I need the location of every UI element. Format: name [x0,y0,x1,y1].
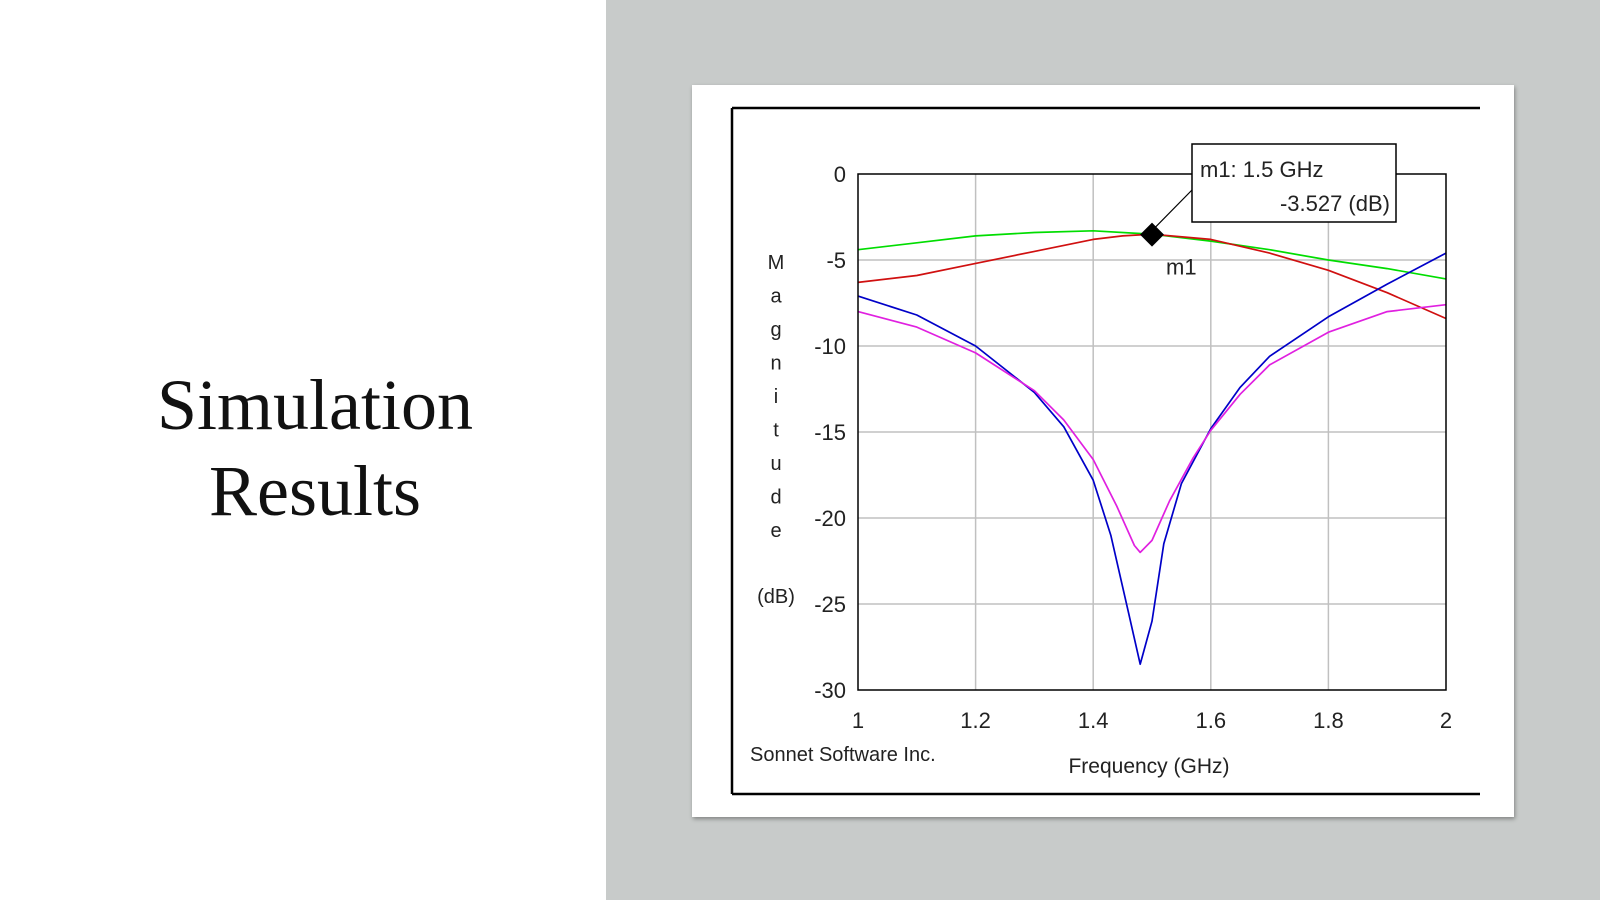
slide-title: Simulation Results [0,362,630,534]
y-tick-label: -20 [814,506,846,531]
series-line-3 [857,252,1447,666]
y-axis-label-letter: i [774,386,778,408]
slide-title-line-2: Results [208,451,422,531]
y-axis-unit-label: (dB) [757,586,795,608]
series-layer [857,229,1447,666]
y-tick-label: -30 [814,678,846,703]
y-tick-label: -5 [826,248,846,273]
watermark-text: Sonnet Software Inc. [750,744,936,766]
y-axis-label-letter: g [770,319,781,341]
marker-readout-line-1: m1: 1.5 GHz [1200,157,1323,182]
y-axis-label-letter: d [770,487,781,509]
series-line-2 [857,233,1447,320]
marker-diamond [1140,222,1164,247]
series-line-4 [857,303,1447,554]
marker-leader-line [1149,189,1193,234]
x-tick-label: 1.4 [1078,708,1109,733]
y-axis-label-letter: e [770,520,781,542]
tick-labels: 1 1.2 1.4 1.6 1.8 2 0 -5 -10 -15 -20 -25 -30 [814,162,1452,733]
y-tick-label: -25 [814,592,846,617]
x-tick-label: 1.6 [1196,708,1227,733]
y-axis-label-letter: t [773,420,779,442]
y-axis-label-letter: u [770,453,781,475]
x-tick-label: 2 [1440,708,1452,733]
x-axis-label: Frequency (GHz) [1068,755,1229,778]
s-parameter-chart: 1 1.2 1.4 1.6 1.8 2 0 -5 -10 -15 -20 -25 -30 Magnitu… [730,106,1480,796]
marker-readout-box [1191,143,1397,223]
y-axis-label-letter: n [770,353,781,375]
marker-name-label: m1 [1166,255,1197,280]
x-tick-label: 1 [852,708,864,733]
y-tick-label: 0 [834,162,846,187]
marker-readout-line-2: -3.527 (dB) [1280,191,1390,216]
grid [858,174,1446,690]
plot-area-border [857,173,1447,691]
y-tick-label: -15 [814,420,846,445]
slide-title-line-1: Simulation [156,365,474,445]
marker-m1: m1: 1.5 GHz -3.527 (dB) m1 [1140,143,1397,280]
title-panel: Simulation Results [0,0,606,900]
y-tick-label: -10 [814,334,846,359]
y-axis-label-letter: a [770,286,782,308]
y-axis-label-letter: M [768,252,785,274]
x-tick-label: 1.2 [960,708,991,733]
x-tick-label: 1.8 [1313,708,1344,733]
